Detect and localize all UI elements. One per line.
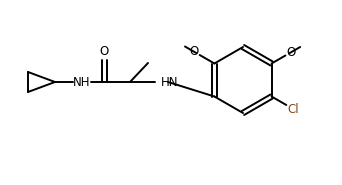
Text: NH: NH [73,75,91,88]
Text: O: O [100,45,109,58]
Text: HN: HN [161,75,179,88]
Text: O: O [189,45,198,58]
Text: O: O [286,46,295,59]
Text: Cl: Cl [287,102,299,115]
